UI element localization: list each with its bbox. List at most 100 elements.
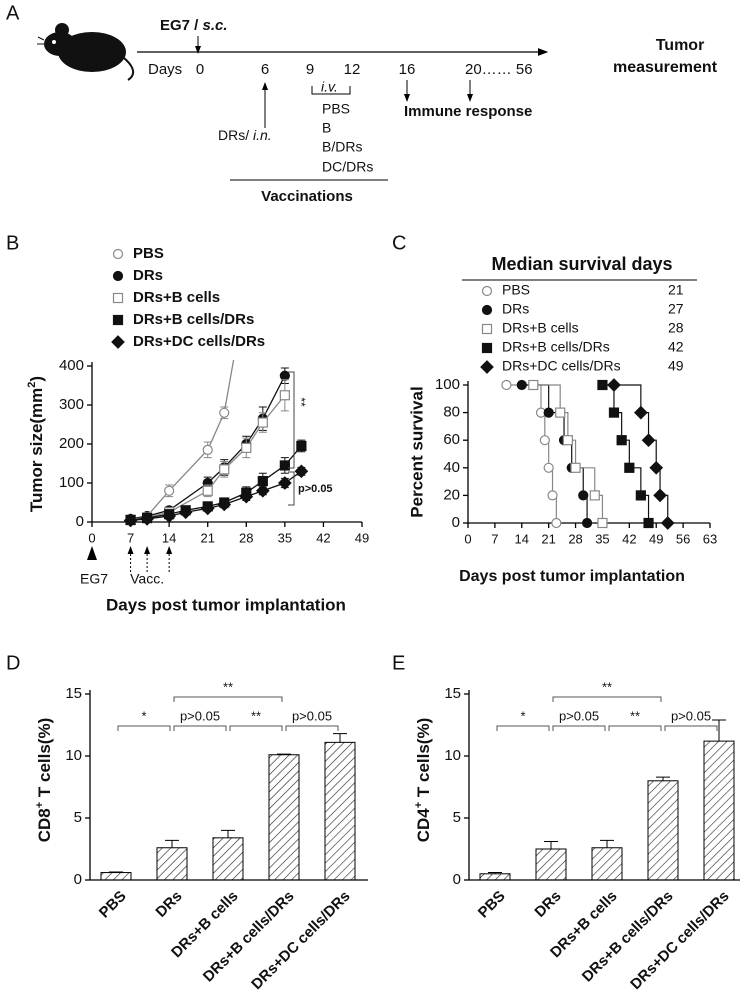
- mouse-icon: [37, 23, 135, 81]
- bar: [647, 780, 679, 881]
- series-line: [130, 470, 302, 522]
- marker: [257, 417, 268, 428]
- marker: [607, 378, 621, 392]
- significance-bracket: [173, 696, 283, 702]
- legend-label: DRs+B cells: [502, 320, 579, 336]
- marker: [242, 284, 251, 293]
- y-tick-label: 60: [443, 431, 460, 448]
- x-tick-label: 7: [491, 531, 498, 546]
- x-tick-label: 42: [622, 531, 636, 546]
- marker: [653, 488, 667, 503]
- significance-bracket: [117, 725, 171, 731]
- marker: [578, 490, 589, 501]
- marker: [255, 483, 270, 498]
- y-tick-label: 80: [443, 404, 460, 421]
- x-tick-label: 14: [515, 531, 529, 546]
- significance-bracket: [552, 725, 606, 731]
- marker: [624, 462, 635, 473]
- event-label: EG7: [80, 571, 108, 587]
- marker: [123, 513, 138, 528]
- annotation: p>0.05: [180, 708, 220, 723]
- marker: [634, 405, 648, 420]
- y-axis-label: CD8+ T cells(%): [34, 718, 55, 843]
- iv-label: i.v.: [321, 79, 338, 95]
- marker: [635, 490, 646, 501]
- error-bar: [221, 829, 235, 838]
- x-tick-label: 0: [464, 531, 471, 546]
- annotation: p>0.05: [292, 708, 332, 723]
- text: 2: [26, 382, 38, 388]
- legend-label: DRs+B cells: [133, 289, 220, 306]
- marker: [202, 485, 213, 496]
- x-tick-label: 35: [278, 530, 292, 545]
- marker: [643, 517, 654, 529]
- x-tick-label: 21: [541, 531, 555, 546]
- immune-response-label: Immune response: [404, 103, 532, 120]
- survival-step: [575, 467, 596, 496]
- annotation: **: [223, 679, 233, 694]
- text: T cells(%): [35, 718, 54, 802]
- y-axis-label: Tumor size(mm2): [26, 376, 47, 512]
- annotation: *: [520, 708, 525, 723]
- text: +: [413, 802, 425, 808]
- marker: [112, 314, 124, 326]
- text: CD8: [35, 808, 54, 842]
- survival-step: [533, 384, 561, 413]
- tumor-measurement-label: measurement: [613, 59, 718, 76]
- y-tick-label: 15: [444, 685, 461, 702]
- marker: [241, 442, 252, 453]
- error-bar: [656, 776, 670, 781]
- error-bar: [544, 841, 558, 849]
- marker: [555, 407, 566, 418]
- marker: [239, 489, 254, 504]
- median-value: 49: [668, 358, 684, 374]
- x-tick-label: 49: [649, 531, 663, 546]
- marker: [649, 460, 664, 475]
- marker: [200, 501, 215, 516]
- vaccinations-label: Vaccinations: [261, 188, 353, 205]
- annotation: **: [602, 679, 612, 694]
- panel-label: E: [392, 652, 405, 674]
- bar: [156, 847, 188, 881]
- x-tick-label: 28: [568, 531, 582, 546]
- event-arrow: [87, 546, 97, 560]
- marker: [547, 490, 558, 501]
- marker: [501, 379, 512, 391]
- x-tick-label: 14: [162, 530, 176, 545]
- significance-bracket: [664, 725, 718, 731]
- marker: [641, 433, 656, 448]
- y-tick-label: 0: [452, 514, 460, 531]
- injection-label: EG7 / s.c.: [160, 17, 228, 34]
- significance-bracket: [288, 371, 295, 469]
- x-tick-label: DRs+DC cells/DRs: [248, 888, 353, 993]
- marker: [528, 379, 539, 391]
- group: B/DRs: [322, 139, 362, 155]
- marker: [296, 440, 307, 452]
- text: DRs/: [218, 127, 253, 143]
- x-tick-label: DRs: [531, 888, 564, 921]
- legend-label: DRs+DC cells/DRs: [502, 358, 621, 374]
- marker: [562, 435, 573, 446]
- day: 12: [344, 61, 361, 78]
- text: T cells(%): [414, 718, 433, 802]
- marker: [581, 517, 593, 529]
- marker: [608, 407, 620, 418]
- legend-label: DRs: [133, 267, 163, 284]
- panel-label: B: [6, 232, 19, 254]
- day: 20…… 56: [465, 61, 533, 78]
- marker: [112, 270, 124, 282]
- days-label: Days: [148, 61, 182, 78]
- y-tick-label: 15: [65, 685, 82, 702]
- bar: [535, 848, 567, 881]
- error-bar: [712, 719, 726, 742]
- y-tick-label: 20: [443, 486, 460, 503]
- marker: [162, 509, 176, 523]
- annotation: **: [630, 708, 640, 723]
- x-tick-label: 7: [127, 530, 134, 545]
- x-tick-label: 0: [88, 530, 95, 545]
- significance-bracket: [552, 696, 662, 702]
- marker: [570, 462, 581, 473]
- marker: [597, 379, 608, 391]
- marker: [543, 462, 554, 473]
